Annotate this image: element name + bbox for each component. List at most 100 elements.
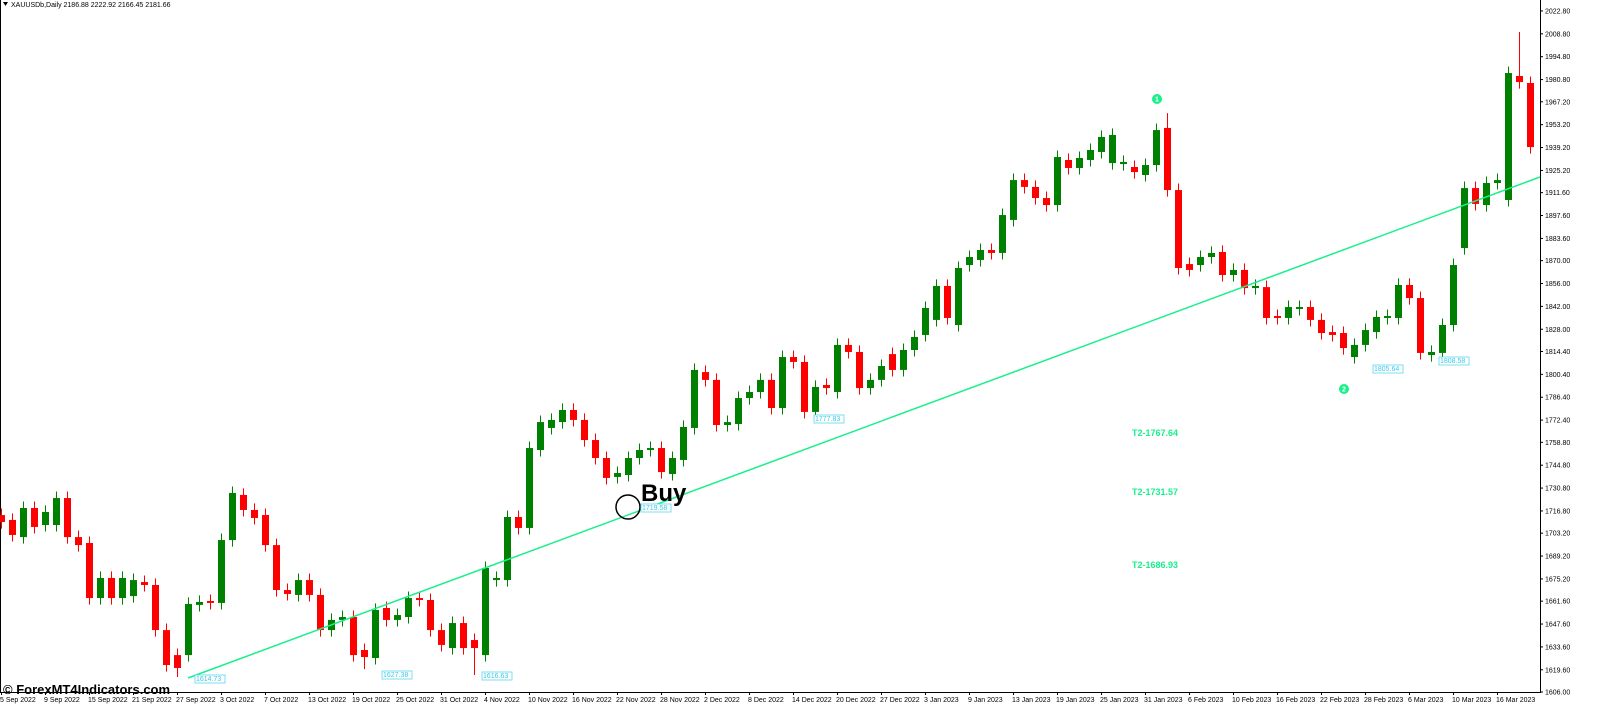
candle-body — [1384, 316, 1391, 318]
y-tick-label: 1675.20 — [1545, 576, 1570, 583]
candle-body — [152, 584, 159, 631]
candle-body — [53, 498, 60, 526]
x-tick-label: 14 Dec 2022 — [792, 697, 832, 704]
candle-body — [1043, 198, 1050, 206]
y-tick-label: 1911.60 — [1545, 190, 1570, 197]
candle-body — [1274, 316, 1281, 318]
y-tick-label: 1800.40 — [1545, 372, 1570, 379]
candle-body — [933, 285, 940, 320]
candle-body — [977, 250, 984, 260]
x-tick-label: 8 Dec 2022 — [748, 697, 784, 704]
candle-body — [1241, 269, 1248, 289]
candle-body — [779, 357, 786, 409]
candle-body — [42, 511, 49, 526]
candle-body — [1296, 307, 1303, 309]
x-tick-label: 16 Nov 2022 — [572, 697, 612, 704]
candle-body — [86, 542, 93, 599]
candle-body — [757, 379, 764, 392]
y-tick-label: 1967.20 — [1545, 99, 1570, 106]
price-label-box — [194, 674, 226, 684]
candle-body — [680, 426, 687, 460]
x-tick-label: 20 Dec 2022 — [836, 697, 876, 704]
x-tick-label: 9 Jan 2023 — [968, 697, 1003, 704]
price-label: 1616.63 — [483, 673, 508, 680]
y-tick-label: 1661.60 — [1545, 599, 1570, 606]
candle-body — [471, 640, 478, 649]
price-label-box — [1438, 356, 1470, 366]
candle-body — [460, 623, 467, 649]
menu-triangle — [3, 2, 8, 6]
x-tick-label: 2 Dec 2022 — [704, 697, 740, 704]
x-tick-label: 3 Jan 2023 — [924, 697, 959, 704]
y-tick-label: 1856.00 — [1545, 281, 1570, 288]
candle-body — [1263, 287, 1270, 318]
x-tick-label: 6 Feb 2023 — [1188, 697, 1224, 704]
target-label: T2-1686.93 — [1132, 560, 1178, 570]
x-tick-label: 15 Sep 2022 — [88, 697, 128, 704]
candle-body — [0, 515, 5, 523]
candle-body — [1109, 134, 1116, 164]
candle-body — [625, 458, 632, 476]
x-tick-label: 25 Oct 2022 — [396, 697, 434, 704]
y-tick-label: 1828.00 — [1545, 327, 1570, 334]
candle-body — [262, 515, 269, 546]
x-tick-label: 31 Jan 2023 — [1144, 697, 1183, 704]
candle-body — [900, 350, 907, 370]
x-tick-label: 28 Feb 2023 — [1364, 697, 1403, 704]
candle-body — [669, 458, 676, 475]
candle-body — [1208, 252, 1215, 258]
watermark: © ForexMT4Indicators.com — [3, 682, 170, 697]
wave-marker-label: 1 — [1155, 97, 1159, 104]
candle-body — [1461, 188, 1468, 249]
candle-body — [911, 336, 918, 351]
y-tick-label: 1619.60 — [1545, 667, 1570, 674]
x-tick-label: 9 Sep 2022 — [44, 697, 80, 704]
candle-body — [1472, 188, 1479, 204]
candle-body — [31, 508, 38, 527]
y-tick-label: 1647.60 — [1545, 622, 1570, 629]
x-tick-label: 31 Oct 2022 — [440, 697, 478, 704]
candle-body — [867, 379, 874, 389]
candle-body — [504, 516, 511, 581]
candle-body — [1142, 165, 1149, 176]
wave-marker-label: 2 — [1342, 387, 1346, 394]
candle-body — [119, 577, 126, 599]
y-tick-label: 1758.80 — [1545, 440, 1570, 447]
candle-body — [801, 361, 808, 412]
x-tick-label: 10 Mar 2023 — [1452, 697, 1491, 704]
price-label-box — [640, 503, 672, 513]
buy-label: Buy — [641, 480, 687, 507]
y-tick-label: 1953.20 — [1545, 122, 1570, 129]
x-tick-label: 28 Nov 2022 — [660, 697, 700, 704]
candle-body — [218, 540, 225, 603]
price-label: 1777.83 — [815, 416, 840, 423]
price-label: 1627.38 — [383, 672, 408, 679]
x-tick-label: 5 Sep 2022 — [0, 697, 36, 704]
candle-body — [1329, 332, 1336, 335]
target-label: T2-1767.64 — [1132, 428, 1178, 438]
candle-body — [724, 422, 731, 426]
candle-body — [702, 372, 709, 380]
x-tick-label: 4 Nov 2022 — [484, 697, 520, 704]
candle-body — [174, 655, 181, 668]
x-tick-label: 22 Nov 2022 — [616, 697, 656, 704]
y-tick-label: 1703.20 — [1545, 531, 1570, 538]
x-tick-label: 27 Dec 2022 — [880, 697, 920, 704]
y-tick-label: 1994.80 — [1545, 54, 1570, 61]
candle-body — [647, 448, 654, 451]
candle-body — [482, 567, 489, 656]
wave-marker — [1339, 384, 1349, 394]
candle-body — [350, 616, 357, 656]
candle-body — [1054, 157, 1061, 206]
candle-body — [1153, 130, 1160, 166]
price-label-box — [481, 671, 513, 681]
candle-body — [1219, 251, 1226, 276]
candle-body — [64, 498, 71, 538]
candle-body — [614, 473, 621, 477]
trend-line — [187, 176, 1541, 679]
y-tick-label: 1925.20 — [1545, 168, 1570, 175]
x-tick-label: 13 Oct 2022 — [308, 697, 346, 704]
candle-body — [1395, 284, 1402, 318]
candle-body — [1351, 344, 1358, 358]
